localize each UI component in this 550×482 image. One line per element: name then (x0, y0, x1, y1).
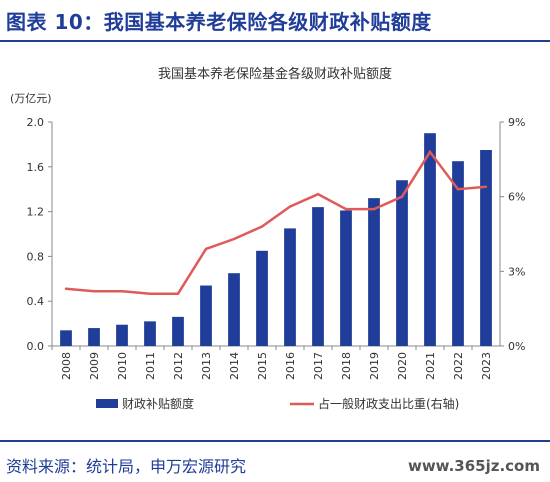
line-point (316, 192, 320, 196)
line-point (400, 195, 404, 198)
line-point (64, 287, 68, 290)
legend-swatch-bar (96, 399, 118, 408)
x-tick-label: 2009 (88, 352, 101, 380)
y-tick-label: 0.4 (27, 295, 45, 308)
x-tick-label: 2022 (452, 352, 465, 380)
bar (116, 324, 128, 346)
bar (452, 161, 464, 346)
line-point (456, 188, 460, 191)
bar (200, 285, 212, 346)
bar (312, 207, 324, 346)
legend-label-bar: 财政补贴额度 (122, 396, 194, 411)
y-axis-label: (万亿元) (10, 92, 52, 105)
x-tick-label: 2010 (116, 352, 129, 380)
header-divider (0, 40, 550, 42)
line-point (372, 207, 376, 211)
x-tick-label: 2019 (368, 352, 381, 380)
line-point (484, 185, 488, 188)
bar (368, 198, 380, 346)
y-tick-label: 2.0 (27, 116, 45, 129)
line-point (92, 290, 96, 293)
x-tick-label: 2013 (200, 352, 213, 380)
legend-label-line: 占一般财政支出比重(右轴) (318, 396, 459, 411)
bar (60, 330, 72, 346)
bar (144, 321, 156, 346)
bar (228, 273, 240, 346)
x-tick-label: 2016 (284, 352, 297, 380)
x-tick-label: 2011 (144, 352, 157, 380)
figure-title: 图表 10：我国基本养老保险各级财政补贴额度 (6, 10, 432, 34)
source-note: 资料来源：统计局，申万宏源研究 (6, 457, 247, 476)
line-series-share (65, 149, 487, 295)
chart: 我国基本养老保险基金各级财政补贴额度 (万亿元) 0.0 0.4 0.8 1.2 1.6 2.… (10, 66, 525, 411)
bar (340, 210, 352, 346)
y2-tick-label: 0% (508, 340, 525, 353)
bar (256, 250, 268, 346)
x-tick-label: 2017 (312, 352, 325, 380)
line-point (428, 150, 432, 154)
line-point (148, 292, 152, 295)
line-point (344, 207, 348, 211)
x-tick-label: 2018 (340, 352, 353, 380)
y2-tick-label: 9% (508, 116, 525, 129)
bar (284, 228, 296, 346)
watermark: www.365jz.com (407, 457, 540, 475)
y2-tick-label: 3% (508, 265, 525, 278)
y-tick-label: 1.6 (27, 161, 45, 174)
report-header: 图表 10：我国基本养老保险各级财政补贴额度 (0, 0, 550, 44)
y-tick-label: 0.0 (27, 340, 45, 353)
line-point (288, 205, 292, 208)
chart-title: 我国基本养老保险基金各级财政补贴额度 (158, 66, 392, 82)
bar (424, 133, 436, 346)
x-tick-label: 2012 (172, 352, 185, 380)
x-tick-label: 2008 (60, 352, 73, 380)
bar (172, 316, 184, 346)
line-point (120, 290, 124, 293)
x-tick-label: 2023 (480, 352, 493, 380)
y-tick-label: 0.8 (27, 250, 45, 263)
x-tick-label: 2021 (424, 352, 437, 380)
y-tick-label: 1.2 (27, 206, 45, 219)
y2-tick-label: 6% (508, 191, 525, 204)
line-point (260, 225, 264, 228)
x-tick-label: 2015 (256, 352, 269, 380)
line-point (204, 247, 208, 251)
line-point (232, 237, 236, 241)
bar (396, 180, 408, 346)
footer-divider (0, 440, 550, 442)
line-point (176, 292, 180, 295)
bar (88, 328, 100, 346)
x-tick-label: 2020 (396, 352, 409, 380)
bar (480, 150, 492, 346)
x-tick-label: 2014 (228, 352, 241, 380)
